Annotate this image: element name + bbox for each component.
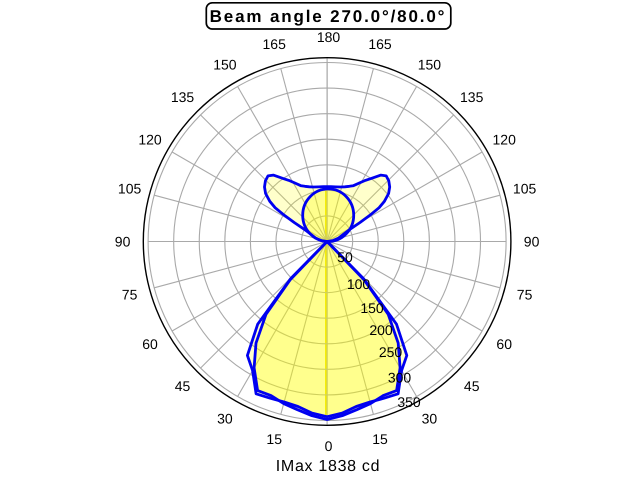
svg-text:120: 120 xyxy=(493,131,517,147)
svg-text:200: 200 xyxy=(369,322,393,338)
svg-text:60: 60 xyxy=(142,336,158,352)
svg-text:300: 300 xyxy=(388,370,412,386)
svg-text:Beam angle 270.0°/80.0°: Beam angle 270.0°/80.0° xyxy=(210,7,447,26)
svg-text:350: 350 xyxy=(397,394,421,410)
svg-text:165: 165 xyxy=(368,36,392,52)
svg-text:75: 75 xyxy=(517,286,533,302)
svg-text:250: 250 xyxy=(379,344,403,360)
svg-text:105: 105 xyxy=(118,181,142,197)
svg-text:100: 100 xyxy=(347,276,371,292)
svg-text:50: 50 xyxy=(337,249,353,265)
svg-text:165: 165 xyxy=(263,36,287,52)
svg-text:15: 15 xyxy=(266,431,282,447)
svg-text:45: 45 xyxy=(175,378,191,394)
svg-text:180: 180 xyxy=(317,29,341,45)
svg-text:15: 15 xyxy=(372,431,388,447)
svg-text:105: 105 xyxy=(513,181,537,197)
svg-text:150: 150 xyxy=(418,56,442,72)
svg-text:135: 135 xyxy=(460,89,484,105)
svg-text:0: 0 xyxy=(325,438,333,454)
svg-text:IMax 1838 cd: IMax 1838 cd xyxy=(276,458,380,475)
svg-text:60: 60 xyxy=(496,336,512,352)
svg-text:90: 90 xyxy=(524,234,540,250)
svg-text:150: 150 xyxy=(213,56,237,72)
svg-text:30: 30 xyxy=(422,411,438,427)
svg-text:45: 45 xyxy=(464,378,480,394)
svg-text:120: 120 xyxy=(138,131,162,147)
svg-text:135: 135 xyxy=(171,89,195,105)
svg-text:90: 90 xyxy=(115,234,131,250)
svg-text:75: 75 xyxy=(122,286,138,302)
svg-text:150: 150 xyxy=(360,300,384,316)
svg-text:30: 30 xyxy=(217,411,233,427)
